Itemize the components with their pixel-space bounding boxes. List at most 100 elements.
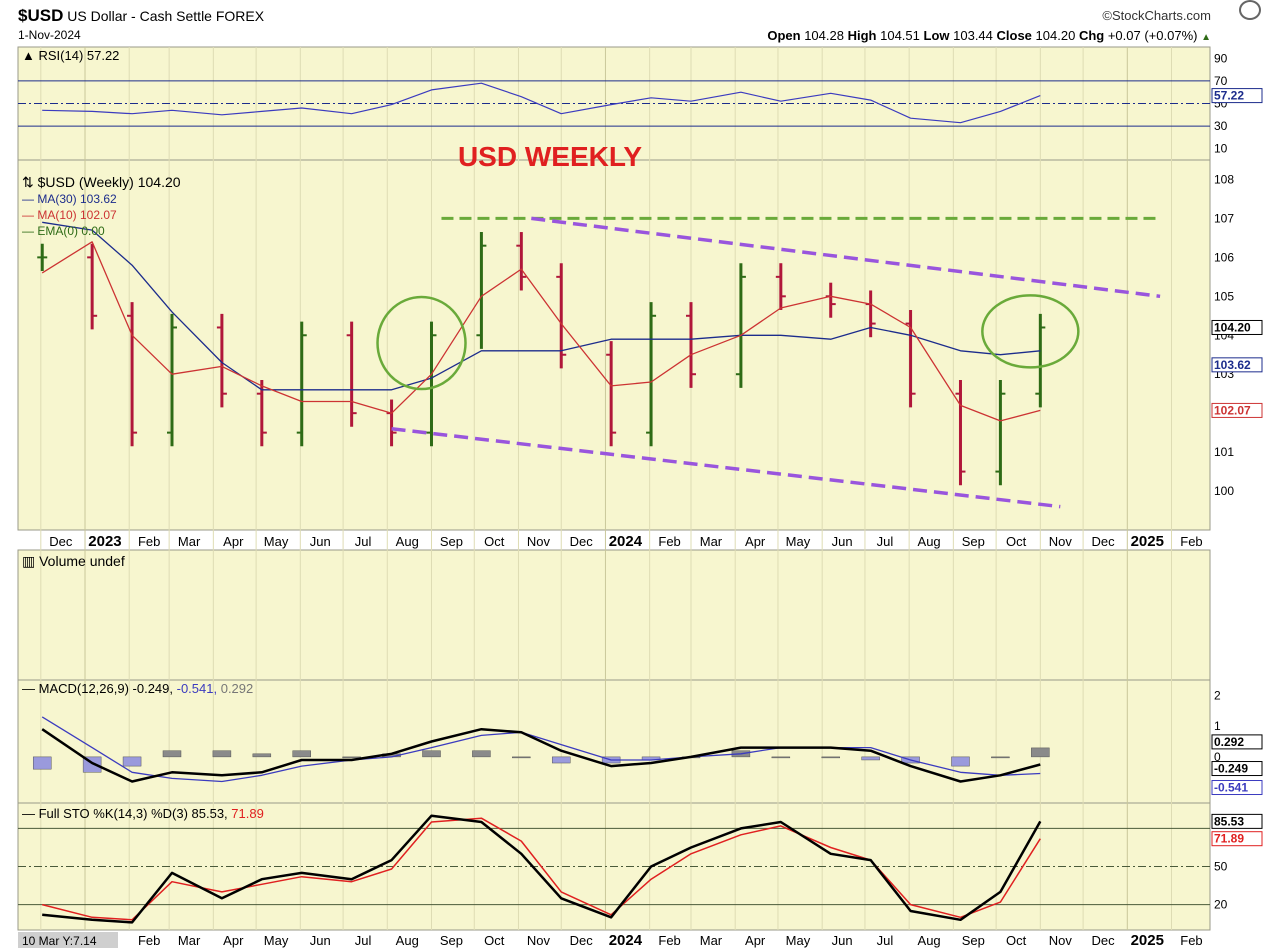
settings-icon[interactable] [1239, 0, 1261, 20]
high-label: High [847, 28, 877, 43]
chg-label: Chg [1078, 28, 1105, 43]
x-axis-label-bottom: Dec [570, 933, 594, 948]
up-arrow-icon: ▲ [1201, 32, 1211, 43]
x-axis-label-bottom: Jun [310, 933, 331, 948]
x-axis-label-bottom: 2025 [1131, 932, 1164, 948]
rsi-tick-label: 30 [1214, 119, 1228, 133]
price-tick-label: 100 [1214, 484, 1234, 498]
macd-tick-label: 0 [1214, 750, 1221, 764]
macd-histogram-bar [1031, 747, 1050, 758]
x-axis-label: Dec [1091, 534, 1115, 549]
rsi-tick-label: 90 [1214, 51, 1228, 65]
x-axis-label: Apr [223, 534, 244, 549]
source-credit[interactable]: ©StockCharts.com [1102, 8, 1211, 23]
crosshair-readout: 10 Mar Y:7.14 [22, 934, 97, 948]
price-legend-item: ⇅ $USD (Weekly) 104.20 [22, 174, 181, 190]
macd-histogram-bar [472, 750, 491, 758]
macd-histogram-bar [771, 756, 791, 759]
x-axis-label: Mar [178, 534, 201, 549]
x-axis-label: 2023 [88, 533, 121, 550]
macd-last-value-box [1211, 761, 1263, 777]
open-label: Open [767, 28, 801, 43]
x-axis-label: Oct [1006, 534, 1027, 549]
sto-tick-label: 20 [1214, 898, 1228, 912]
macd-hist-last-value: 0.292 [1214, 735, 1244, 749]
annotation-circle-2023 [376, 295, 467, 391]
macd-line [41, 727, 1041, 783]
low-value: 103.44 [953, 28, 993, 43]
x-axis-label: Dec [49, 534, 73, 549]
macd-histogram-bar [861, 756, 880, 761]
chart-header: $USD US Dollar - Cash Settle FOREX ©Stoc… [0, 0, 1263, 44]
macd-histogram-bar [122, 756, 142, 767]
x-axis-label-bottom: Feb [658, 933, 680, 948]
close-label: Close [996, 28, 1032, 43]
symbol: $USD [18, 6, 64, 25]
channel-upper-line [531, 216, 1161, 299]
macd-histogram-bar [342, 756, 361, 759]
sto-legend-part: 71.89 [231, 806, 264, 821]
x-axis-label: Nov [527, 534, 551, 549]
price-tick-label: 107 [1214, 211, 1234, 225]
x-axis-label: 2025 [1131, 533, 1164, 550]
x-axis-label-bottom: Aug [918, 933, 941, 948]
macd-legend-part: — MACD(12,26,9) -0.249, [22, 681, 177, 696]
macd-signal-last-value: -0.541 [1214, 781, 1248, 795]
open-value: 104.28 [804, 28, 844, 43]
x-axis-label-bottom: Mar [700, 933, 723, 948]
sto-k-last-value: 85.53 [1214, 814, 1244, 828]
price-last-value: 104.20 [1214, 320, 1251, 334]
x-axis-label-bottom: Oct [1006, 933, 1027, 948]
x-axis-label: Sep [962, 534, 985, 549]
volume-legend: ▥ Volume undef [22, 553, 125, 569]
exchange: FOREX [215, 8, 265, 24]
x-axis-label: Aug [396, 534, 419, 549]
macd-histogram-bar [422, 750, 441, 758]
sto-d-last-value: 71.89 [1214, 832, 1244, 846]
x-axis-label-bottom: May [786, 933, 811, 948]
x-axis-label-bottom: 2024 [609, 932, 643, 948]
panel-vol [17, 549, 1211, 681]
price-last-value-box [1211, 319, 1263, 335]
x-axis-label: Jul [877, 534, 894, 549]
ma30-last-value: 103.62 [1214, 358, 1251, 372]
ohlc-readout: Open 104.28 High 104.51 Low 103.44 Close… [767, 28, 1211, 43]
price-tick-label: 105 [1214, 289, 1234, 303]
macd-histogram-bar [212, 750, 232, 758]
chart-title: USD WEEKLY [458, 141, 642, 172]
close-value: 104.20 [1035, 28, 1076, 43]
x-axis-label-bottom: Sep [962, 933, 985, 948]
macd-tick-label: 2 [1214, 688, 1221, 702]
x-axis-label: Mar [700, 534, 723, 549]
x-axis-label: Feb [138, 534, 160, 549]
x-axis-label-bottom: Jul [877, 933, 894, 948]
x-axis-label: Jun [310, 534, 331, 549]
panel-price [17, 159, 1211, 531]
x-axis-label-bottom: Apr [223, 933, 244, 948]
x-axis-label-bottom: Jul [355, 933, 372, 948]
x-axis-label-bottom: Jun [832, 933, 853, 948]
x-axis-label: Aug [918, 534, 941, 549]
macd-signal-last-value-box [1211, 780, 1263, 796]
macd-histogram-bar [821, 756, 840, 759]
ma10-last-value-box [1211, 402, 1263, 418]
x-axis-label-bottom: Mar [178, 933, 201, 948]
annotation-circle-2024 [981, 294, 1080, 369]
x-axis-label-bottom: Oct [484, 933, 505, 948]
sto-legend-part: — Full STO %K(14,3) %D(3) 85.53, [22, 806, 231, 821]
sto-d-last-value-box [1211, 831, 1263, 847]
macd-histogram-bar [991, 756, 1010, 759]
x-axis-label: Feb [1180, 534, 1202, 549]
macd-tick-label: 1 [1214, 719, 1221, 733]
macd-legend: — MACD(12,26,9) -0.249, -0.541, 0.292 [22, 681, 253, 696]
ma30-last-value-box [1211, 357, 1263, 373]
macd-histogram-bar [32, 756, 52, 770]
rsi-tick-label: 10 [1214, 142, 1228, 156]
macd-legend-part: -0.541, [177, 681, 221, 696]
x-axis-label-bottom: May [264, 933, 289, 948]
macd-histogram-bar [292, 750, 311, 758]
channel-lower-line [391, 426, 1061, 509]
chart-date: 1-Nov-2024 [18, 28, 81, 42]
rsi-legend: ▲ RSI(14) 57.22 [22, 48, 119, 63]
